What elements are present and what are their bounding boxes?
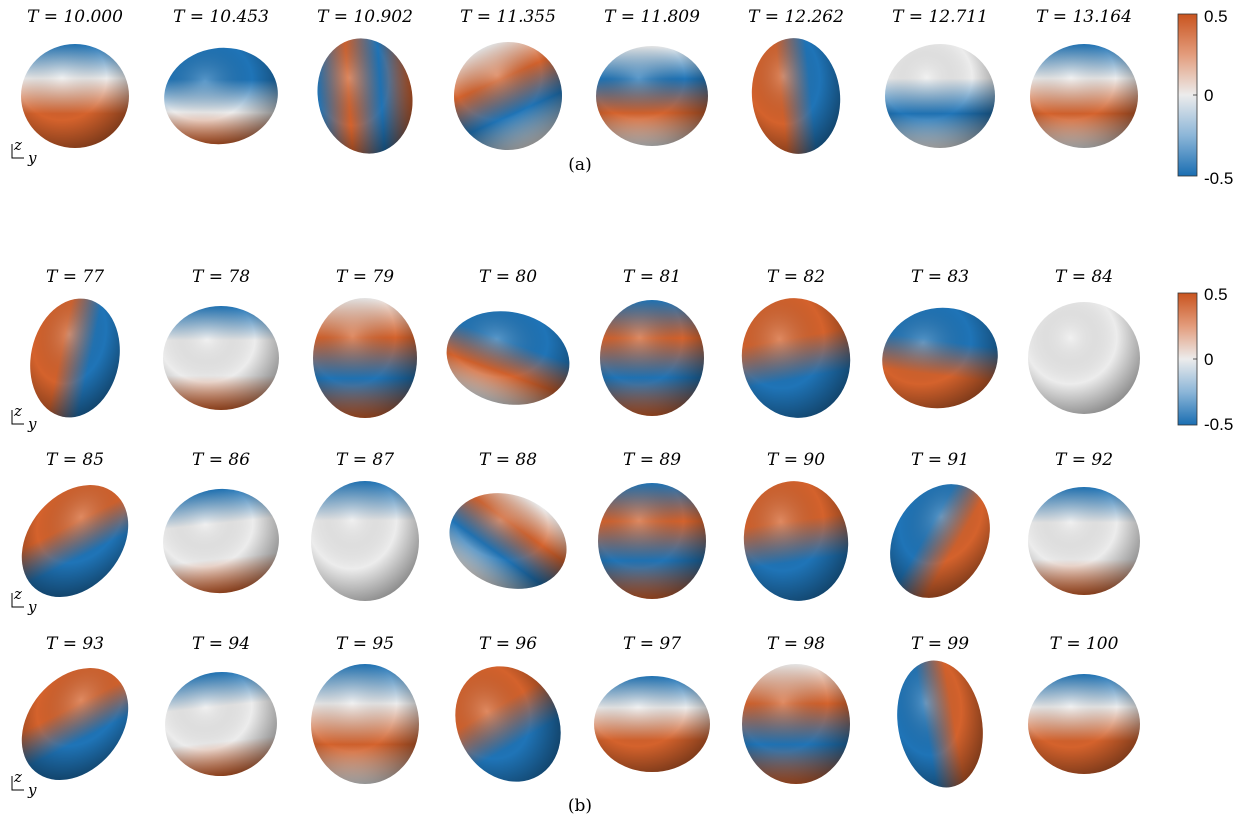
colorbar-b-tick-low: -0.5 <box>1204 415 1233 434</box>
ellipsoid-b-2-1 <box>165 671 277 777</box>
title-b-2-3: T = 96 <box>479 634 537 654</box>
panel-b-label: (b) <box>568 796 592 816</box>
axis-y-label: y <box>27 415 37 433</box>
ellipsoid-b-0-6 <box>882 307 998 409</box>
ellipsoid-b-1-6 <box>890 484 990 598</box>
axis-y-label: y <box>27 781 37 799</box>
axis-z-label: z <box>13 768 22 786</box>
title-b-2-7: T = 100 <box>1050 634 1119 654</box>
colorbar-a-tick-mid: 0 <box>1204 86 1213 105</box>
title-b-1-7: T = 92 <box>1055 450 1113 470</box>
title-b-1-4: T = 89 <box>623 450 681 470</box>
title-b-0-4: T = 81 <box>623 267 681 287</box>
ellipsoid-b-0-0 <box>30 298 120 418</box>
ellipsoid-b-2-2 <box>311 664 419 784</box>
ellipsoid-b-0-3 <box>446 311 570 405</box>
colorbar-b-tick-high: 0.5 <box>1204 285 1228 304</box>
axis-triad-b-1: zy <box>11 585 37 616</box>
ellipsoid-b-1-3 <box>449 493 567 589</box>
ellipsoid-a-1 <box>164 47 278 145</box>
axis-triad-a: zy <box>11 136 37 167</box>
ellipsoid-a-4 <box>596 46 708 146</box>
title-a-5: T = 12.262 <box>748 7 844 27</box>
colorbar-a: 0.5 0 -0.5 <box>1177 7 1233 188</box>
ellipsoid-a-2 <box>317 38 413 154</box>
ellipsoid-b-2-3 <box>455 666 561 782</box>
title-b-0-1: T = 78 <box>192 267 250 287</box>
colorbar-b: 0.5 0 -0.5 <box>1177 285 1233 434</box>
ellipsoid-b-0-2 <box>313 298 417 418</box>
ellipsoid-b-2-7 <box>1028 674 1140 774</box>
ellipsoid-a-0 <box>21 44 129 148</box>
title-a-1: T = 10.453 <box>173 7 269 27</box>
title-b-1-3: T = 88 <box>479 450 537 470</box>
title-b-2-1: T = 94 <box>192 634 250 654</box>
ellipsoid-b-0-1 <box>163 306 279 410</box>
axis-triad-b-0: zy <box>11 402 37 433</box>
ellipsoid-a-3 <box>454 42 562 150</box>
title-b-1-1: T = 86 <box>192 450 250 470</box>
colorbar-a-tick-low: -0.5 <box>1204 169 1233 188</box>
title-b-1-0: T = 85 <box>46 450 104 470</box>
axis-z-label: z <box>13 402 22 420</box>
panel-a: T = 10.000 T = 10.453 T = 10.902 T = 11.355… <box>11 7 1138 167</box>
title-b-2-2: T = 95 <box>336 634 394 654</box>
ellipsoid-b-1-4 <box>598 483 706 599</box>
axis-z-label: z <box>13 585 22 603</box>
ellipsoid-b-2-4 <box>594 676 710 772</box>
title-b-2-0: T = 93 <box>46 634 104 654</box>
ellipsoid-b-1-0 <box>21 485 129 597</box>
panel-b: T = 77 T = 78 T = 79 T = 80 T = 81 T = 82 T = … <box>11 267 1140 799</box>
ellipsoid-a-5 <box>751 38 841 154</box>
ellipsoid-b-0-4 <box>600 300 704 416</box>
title-a-2: T = 10.902 <box>317 7 413 27</box>
axis-triad-b-2: zy <box>11 768 37 799</box>
title-b-1-6: T = 91 <box>911 450 969 470</box>
ellipsoid-a-7 <box>1030 44 1138 148</box>
axis-y-label: y <box>27 598 37 616</box>
title-a-6: T = 12.711 <box>892 7 988 27</box>
ellipsoid-b-2-6 <box>897 660 983 788</box>
ellipsoid-b-0-7 <box>1028 302 1140 414</box>
title-b-1-2: T = 87 <box>336 450 394 470</box>
axis-z-label: z <box>13 136 22 154</box>
ellipsoid-b-1-1 <box>163 488 279 594</box>
title-b-0-2: T = 79 <box>336 267 394 287</box>
title-b-1-5: T = 90 <box>767 450 825 470</box>
title-b-0-3: T = 80 <box>479 267 537 287</box>
title-a-0: T = 10.000 <box>27 7 123 27</box>
title-a-4: T = 11.809 <box>604 7 700 27</box>
title-b-0-0: T = 77 <box>46 267 104 287</box>
colorbar-b-tick-mid: 0 <box>1204 350 1213 369</box>
ellipsoid-b-2-0 <box>21 668 129 780</box>
ellipsoid-b-1-7 <box>1028 487 1140 595</box>
title-a-7: T = 13.164 <box>1036 7 1132 27</box>
title-b-2-6: T = 99 <box>911 634 969 654</box>
title-b-0-6: T = 83 <box>911 267 969 287</box>
title-b-0-7: T = 84 <box>1055 267 1113 287</box>
colorbar-a-tick-high: 0.5 <box>1204 7 1228 26</box>
ellipsoid-b-2-5 <box>742 664 850 784</box>
axis-y-label: y <box>27 149 37 167</box>
title-b-2-4: T = 97 <box>623 634 681 654</box>
ellipsoid-a-6 <box>885 44 995 148</box>
title-b-0-5: T = 82 <box>767 267 825 287</box>
ellipsoid-b-1-2 <box>311 481 419 601</box>
ellipsoid-b-0-5 <box>741 298 851 418</box>
title-b-2-5: T = 98 <box>767 634 825 654</box>
title-a-3: T = 11.355 <box>460 7 556 27</box>
panel-a-label: (a) <box>568 155 591 175</box>
ellipsoid-b-1-5 <box>743 481 849 601</box>
